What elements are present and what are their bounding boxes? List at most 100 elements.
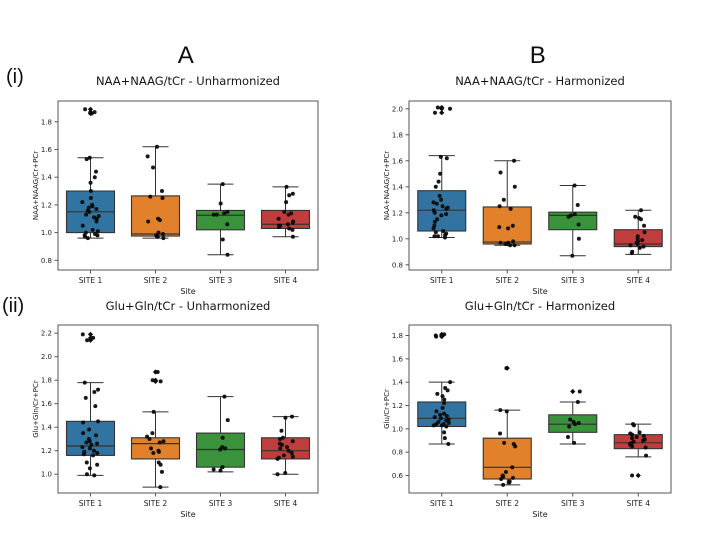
data-point <box>93 169 98 174</box>
data-point <box>148 446 153 451</box>
data-point <box>630 444 635 449</box>
data-point <box>440 394 445 399</box>
data-point <box>432 234 437 239</box>
data-point <box>87 209 92 214</box>
data-point <box>433 184 438 189</box>
data-point <box>81 420 86 425</box>
x-tick-label: SITE 1 <box>79 499 103 508</box>
data-point <box>283 415 288 420</box>
axes-frame <box>408 324 672 494</box>
data-point <box>442 401 447 406</box>
data-point <box>570 253 575 258</box>
boxplot-naa-unharmonized: 0.8 1.0 1.2 1.4 1.6 1.8 NAA+NAAG/Cr+PCr SITE 1 S… <box>32 100 319 295</box>
data-point <box>287 193 292 198</box>
data-point <box>290 191 295 196</box>
outlier-diamond <box>635 472 641 479</box>
data-point <box>442 235 447 240</box>
data-point <box>278 436 283 441</box>
y-tick-label: 1.0 <box>41 471 52 479</box>
data-point <box>85 338 90 343</box>
data-point <box>438 171 443 176</box>
data-point <box>218 468 223 473</box>
data-point <box>498 170 503 175</box>
data-point <box>218 447 223 452</box>
data-point <box>278 446 283 451</box>
data-point <box>220 237 225 242</box>
data-point <box>93 404 98 409</box>
row-label-i: (i) <box>6 66 24 88</box>
data-point <box>439 197 444 202</box>
y-tick-label: 0.8 <box>392 449 403 457</box>
row-label-ii: (ii) <box>2 295 25 317</box>
data-point <box>639 208 644 213</box>
boxplot-glu-harmonized: 0.6 0.8 1.0 1.2 1.4 1.6 1.8 Glu/Cr+PCr SITE 1 SIT… <box>383 324 672 519</box>
y-tick-label: 1.6 <box>392 157 404 165</box>
x-tick-label: SITE 3 <box>561 499 585 508</box>
data-point <box>440 204 445 209</box>
y-tick-label: 1.8 <box>392 332 403 340</box>
data-point <box>630 432 635 437</box>
data-point <box>442 411 447 416</box>
data-point <box>572 422 577 427</box>
data-point <box>151 165 156 170</box>
data-point <box>497 225 502 230</box>
data-point <box>290 454 295 459</box>
x-axis-label: Site <box>180 510 195 519</box>
data-point <box>637 430 642 435</box>
data-point <box>81 431 86 436</box>
data-point <box>637 245 642 250</box>
data-point <box>442 436 447 441</box>
data-point <box>432 415 437 420</box>
data-point <box>95 229 100 234</box>
data-point <box>155 144 160 149</box>
data-point <box>513 444 518 449</box>
data-point <box>510 465 515 470</box>
x-tick-label: SITE 2 <box>144 499 168 508</box>
data-point <box>87 155 92 160</box>
data-point <box>286 212 291 217</box>
data-point <box>630 436 635 441</box>
data-point <box>284 200 289 205</box>
outlier-diamond <box>439 106 445 112</box>
data-point <box>225 222 230 227</box>
y-tick-label: 1.0 <box>41 229 52 237</box>
y-tick-label: 1.6 <box>41 146 53 154</box>
data-point <box>160 195 165 200</box>
data-point <box>631 423 636 428</box>
data-point <box>498 408 503 413</box>
data-point <box>572 212 577 217</box>
data-point <box>92 389 97 394</box>
data-point <box>158 462 163 467</box>
data-point <box>225 209 230 214</box>
data-point <box>80 445 85 450</box>
data-point <box>92 473 97 478</box>
y-tick-label: 2.0 <box>392 105 403 113</box>
data-point <box>446 421 451 425</box>
data-point <box>504 366 509 371</box>
data-point <box>283 471 288 476</box>
x-tick-label: SITE 2 <box>496 276 520 285</box>
y-tick-label: 1.2 <box>392 402 403 410</box>
data-point <box>92 175 97 180</box>
data-point <box>576 222 581 227</box>
y-tick-label: 0.8 <box>41 257 52 265</box>
x-axis-label: Site <box>532 510 547 519</box>
data-point <box>223 446 228 451</box>
data-point <box>634 435 639 439</box>
y-tick-label: 1.4 <box>41 174 53 182</box>
data-point <box>575 400 580 404</box>
y-tick-label: 1.2 <box>41 201 52 209</box>
data-point <box>155 369 160 374</box>
data-point <box>508 243 513 248</box>
data-point <box>503 470 508 474</box>
data-point <box>444 212 449 217</box>
data-point <box>568 417 573 422</box>
x-tick-label: SITE 4 <box>627 276 651 285</box>
data-point <box>84 460 89 465</box>
data-point <box>572 183 577 188</box>
data-point <box>218 201 223 206</box>
data-point <box>94 219 99 224</box>
data-point <box>644 453 649 458</box>
data-point <box>444 414 449 418</box>
